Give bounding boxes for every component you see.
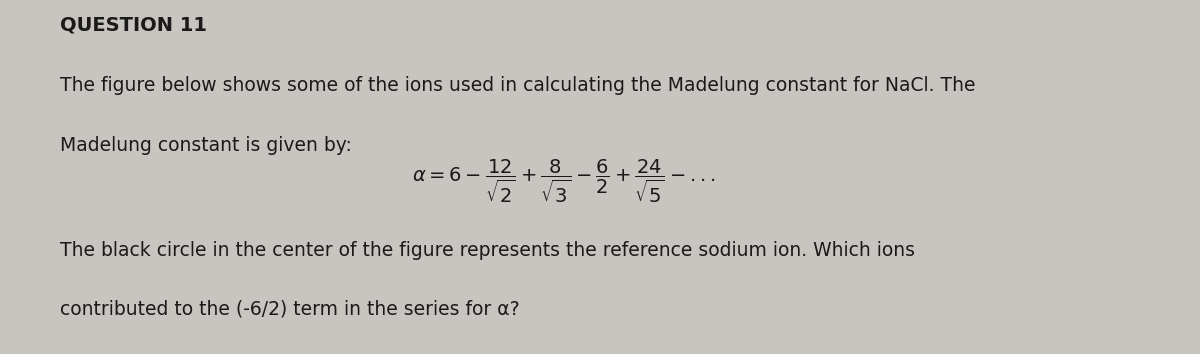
Text: contributed to the (-6/2) term in the series for α?: contributed to the (-6/2) term in the se…: [60, 299, 520, 318]
Text: The figure below shows some of the ions used in calculating the Madelung constan: The figure below shows some of the ions …: [60, 76, 976, 95]
Text: The black circle in the center of the figure represents the reference sodium ion: The black circle in the center of the fi…: [60, 241, 916, 260]
Text: QUESTION 11: QUESTION 11: [60, 16, 208, 35]
Text: $\alpha = 6 - \dfrac{12}{\sqrt{2}} + \dfrac{8}{\sqrt{3}} - \dfrac{6}{2} + \dfrac: $\alpha = 6 - \dfrac{12}{\sqrt{2}} + \df…: [413, 158, 715, 205]
Text: Madelung constant is given by:: Madelung constant is given by:: [60, 136, 352, 155]
